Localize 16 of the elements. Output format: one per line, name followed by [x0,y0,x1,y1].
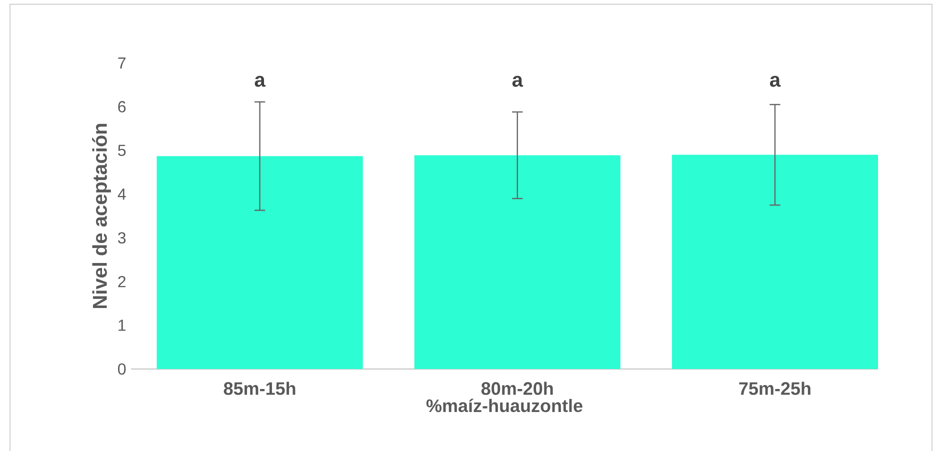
y-tick-label: 6 [118,101,126,112]
annotation: a [770,76,781,87]
annotation: a [512,76,524,87]
annotation: a [254,76,266,87]
y-tick-label: 1 [118,320,126,331]
y-axis-title: Nivel de aceptación [92,124,111,308]
x-tick-label: 80m-20h [481,382,553,395]
x-tick-label: 85m-15h [224,382,296,395]
y-tick-label: 2 [118,276,126,288]
y-tick-label: 3 [118,232,126,244]
y-tick-label: 0 [118,363,126,375]
x-tick-label: 75m-25h [739,382,810,395]
y-tick-label: 7 [118,58,126,69]
x-axis-title: %maíz-huauzontle [426,398,582,412]
y-tick-label: 5 [118,144,126,156]
y-tick-label: 4 [118,188,126,200]
